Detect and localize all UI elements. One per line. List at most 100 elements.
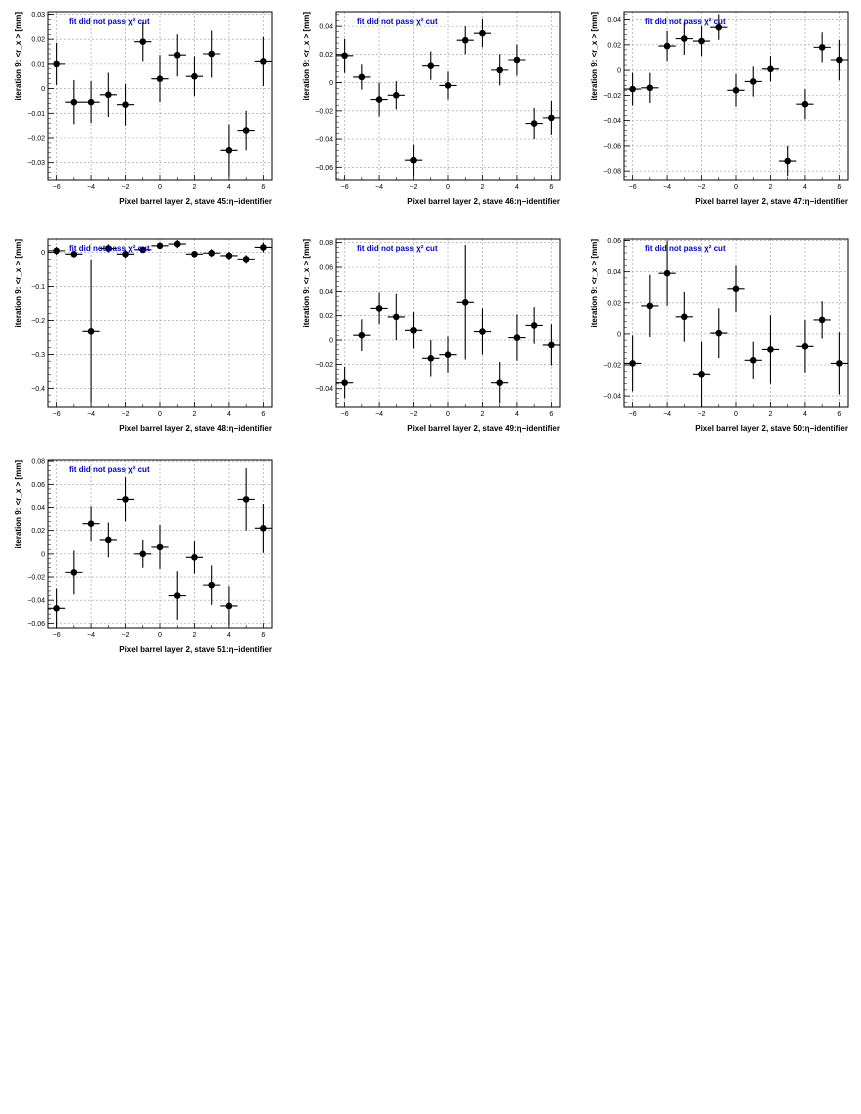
y-tick-label: 0.03 <box>31 12 45 19</box>
x-tick-label: −6 <box>629 184 637 191</box>
marker <box>461 299 469 306</box>
data-point <box>796 89 814 120</box>
fit-status-note: fit did not pass χ² cut <box>645 17 726 26</box>
data-point <box>830 39 848 81</box>
marker <box>767 346 774 353</box>
x-tick-label: 2 <box>193 411 197 418</box>
y-tick-label: 0 <box>41 551 45 558</box>
marker <box>749 78 757 85</box>
y-tick-label: 0.08 <box>319 240 333 247</box>
x-tick-label: −6 <box>53 184 61 191</box>
x-tick-label: 4 <box>227 184 231 191</box>
data-point <box>761 315 780 384</box>
y-tick-label: 0.01 <box>31 61 45 68</box>
chart-panel-6: −6 −4 −2 0 2 4 6 −0.04 −0.02 0 0.02 0.04 0.06 fit did… <box>590 238 849 433</box>
y-tick-label: 0 <box>617 331 621 338</box>
x-axis-title: Pixel barrel layer 2, stave 51:η−identif… <box>119 645 272 654</box>
x-tick-label: −6 <box>629 411 637 418</box>
marker <box>191 554 198 561</box>
marker <box>663 269 671 277</box>
marker <box>749 357 757 364</box>
plot-frame <box>47 11 273 181</box>
data-point <box>491 54 509 86</box>
data-point <box>473 308 492 355</box>
marker <box>375 305 383 312</box>
x-tick-label: −2 <box>698 184 706 191</box>
marker <box>818 316 826 324</box>
data-point <box>710 14 728 40</box>
data-point <box>370 292 388 325</box>
marker <box>87 328 95 335</box>
y-tick-label: 0 <box>41 250 45 257</box>
marker <box>410 327 417 334</box>
marker <box>105 91 112 99</box>
fit-status-note: fit did not pass χ² cut <box>357 244 438 253</box>
x-tick-label: 2 <box>769 411 773 418</box>
data-point <box>254 36 272 87</box>
marker <box>784 157 791 165</box>
data-point <box>744 66 762 97</box>
x-tick-label: 2 <box>481 184 485 191</box>
marker <box>173 240 181 248</box>
plot-frame <box>623 238 849 408</box>
y-tick-label: 0 <box>41 86 45 93</box>
x-tick-label: 4 <box>227 632 231 639</box>
data-point <box>675 291 693 342</box>
marker <box>530 120 538 127</box>
x-tick-label: 2 <box>193 184 197 191</box>
x-tick-label: 2 <box>193 632 197 639</box>
y-axis-title: iteration 9: <r_x > [mm] <box>590 239 599 328</box>
marker <box>393 313 400 321</box>
marker <box>87 520 95 528</box>
data-point <box>473 19 492 48</box>
x-tick-label: −2 <box>410 411 418 418</box>
marker <box>156 543 164 551</box>
marker <box>173 592 181 599</box>
y-axis-title: iteration 9: <r_x > [mm] <box>302 12 311 101</box>
fit-status-note: fit did not pass χ² cut <box>69 465 150 474</box>
data-point <box>456 26 474 55</box>
data-point <box>387 293 405 341</box>
marker <box>341 379 348 386</box>
marker <box>461 36 469 44</box>
data-point <box>422 51 440 80</box>
y-axis-title: iteration 9: <r_x > [mm] <box>14 460 23 549</box>
marker <box>260 244 267 251</box>
chart-panel-3: −6 −4 −2 0 2 4 6 −0.08 −0.06 −0.04 −0.02 0 0.02 0.04 f… <box>590 11 849 206</box>
y-tick-label: 0.04 <box>607 17 621 24</box>
data-point <box>830 332 848 395</box>
x-tick-label: 0 <box>446 411 450 418</box>
y-tick-label: −0.02 <box>603 93 621 100</box>
data-point <box>151 55 169 103</box>
x-tick-label: 0 <box>158 411 162 418</box>
data-point <box>237 468 255 531</box>
x-tick-label: −4 <box>87 184 95 191</box>
data-point <box>813 32 831 63</box>
data-point <box>542 100 560 135</box>
marker <box>801 343 809 350</box>
data-point <box>82 260 100 403</box>
marker <box>242 256 250 263</box>
marker <box>681 35 688 42</box>
data-point <box>185 56 204 96</box>
marker <box>427 62 435 69</box>
data-point <box>727 73 745 107</box>
data-point <box>336 38 354 73</box>
data-point <box>203 565 221 605</box>
marker <box>698 371 705 378</box>
data-point <box>641 274 659 337</box>
data-point <box>675 22 693 55</box>
marker <box>122 496 129 503</box>
y-tick-label: −0.04 <box>27 598 45 605</box>
data-point <box>168 240 186 249</box>
x-tick-label: 4 <box>515 184 519 191</box>
data-point <box>185 541 204 574</box>
y-tick-label: −0.08 <box>603 169 621 176</box>
data-point <box>134 246 152 254</box>
marker <box>70 98 78 106</box>
y-tick-label: −0.01 <box>27 111 45 118</box>
y-tick-label: −0.04 <box>603 118 621 125</box>
data-point <box>220 251 238 261</box>
y-tick-label: −0.06 <box>27 621 45 628</box>
